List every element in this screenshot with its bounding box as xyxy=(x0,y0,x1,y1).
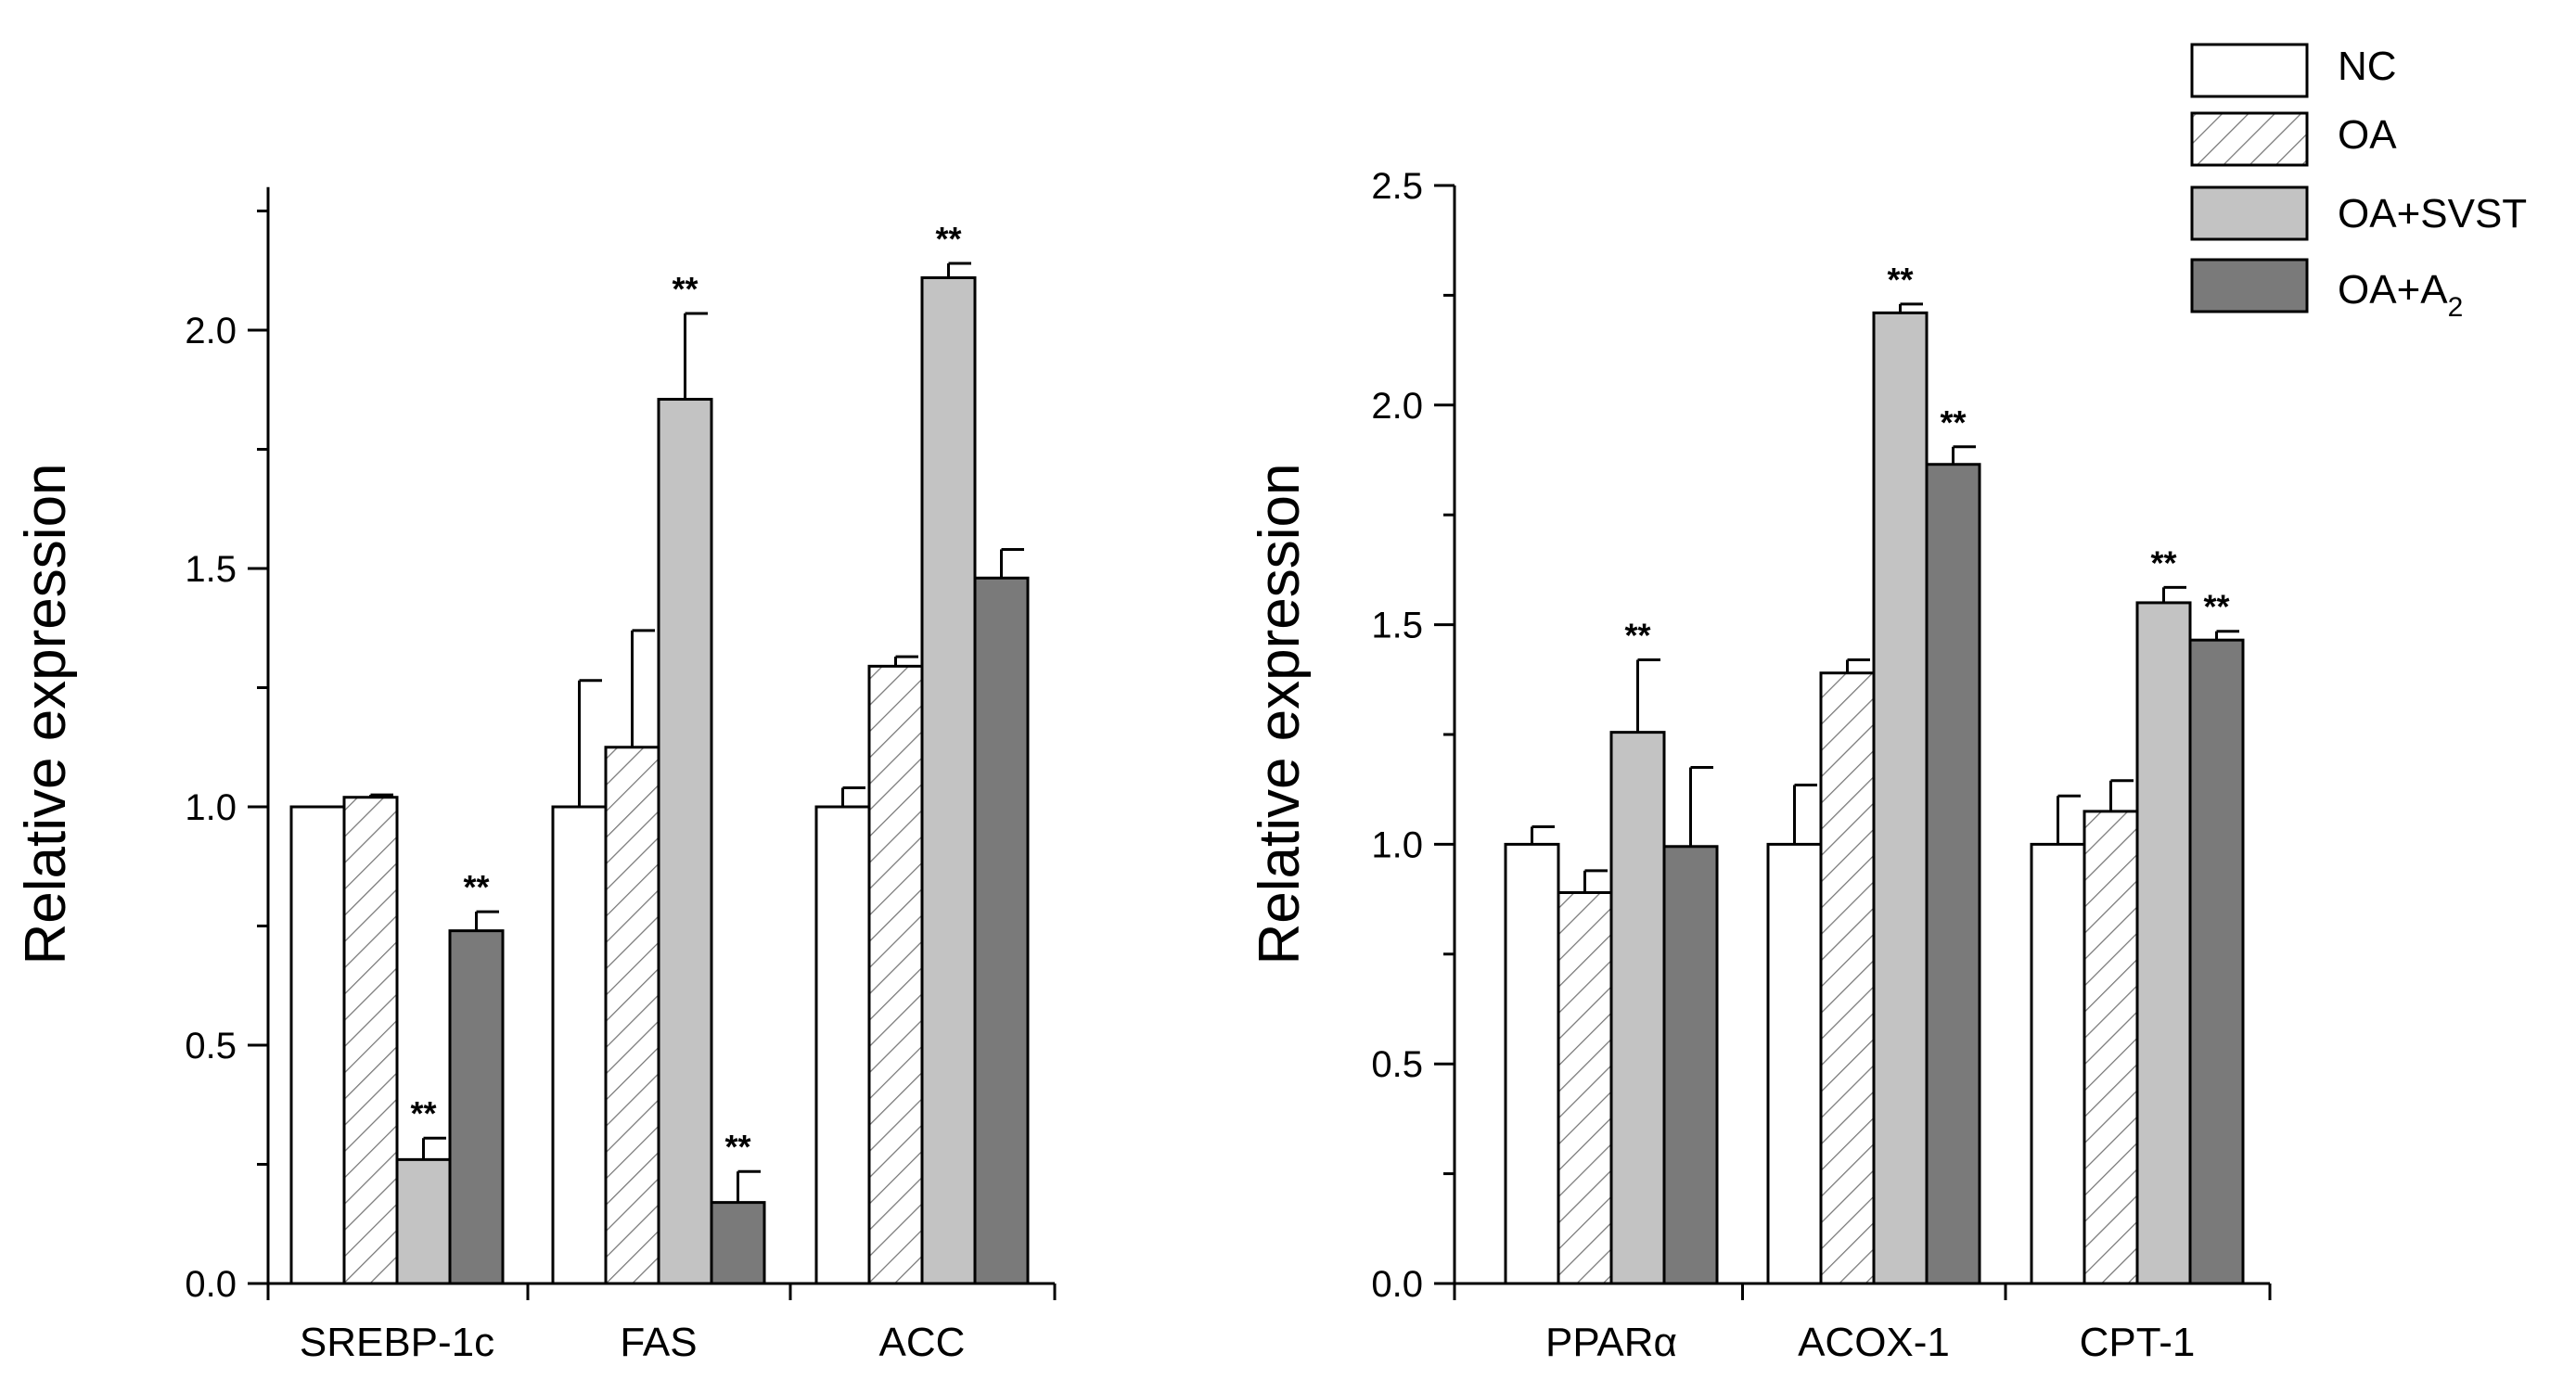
legend-subscript: 2 xyxy=(2448,292,2464,323)
bar-ppar-oa-svst xyxy=(1609,731,1666,1285)
bar-acc-oa-a2 xyxy=(973,576,1030,1285)
y-tick-label: 1.0 xyxy=(185,787,237,828)
y-tick-label: 0.5 xyxy=(1371,1044,1423,1085)
right-chart-panel: 0.0 0.5 1.0 1.5 2.0 2.5 Relative expression ** P… xyxy=(1248,166,2272,1365)
legend: NC OA OA+SVST OA+A2 xyxy=(2190,43,2527,323)
legend-item-oa: OA xyxy=(2190,111,2397,167)
bar-cpt-1-nc xyxy=(2030,842,2086,1285)
bar-acc-nc xyxy=(814,805,871,1285)
legend-item-oa-svst: OA+SVST xyxy=(2190,185,2527,241)
bar-acox-1-nc xyxy=(1766,842,1823,1285)
significance-mark: ** xyxy=(724,1128,750,1166)
y-tick-label: 2.0 xyxy=(185,311,237,351)
bar-ppar-nc xyxy=(1504,842,1560,1285)
significance-mark: ** xyxy=(463,868,489,906)
bar-acc-oa-svst xyxy=(920,275,977,1285)
legend-item-nc: NC xyxy=(2190,43,2397,98)
x-category-label: FAS xyxy=(620,1320,697,1365)
bar-srebp-1c-oa-a2 xyxy=(448,929,505,1285)
bar-cpt-1-oa-svst xyxy=(2135,601,2192,1285)
y-tick-label: 2.0 xyxy=(1371,386,1423,427)
legend-label-oa-svst: OA+SVST xyxy=(2338,191,2527,236)
y-tick-label: 0.0 xyxy=(1371,1264,1423,1305)
y-tick-label: 0.0 xyxy=(185,1264,237,1305)
x-category-label: ACOX-1 xyxy=(1798,1320,1950,1365)
bar-cpt-1-oa-a2 xyxy=(2188,638,2245,1285)
x-category-label: SREBP-1c xyxy=(300,1320,494,1365)
y-tick-label: 1.5 xyxy=(1371,606,1423,646)
legend-swatch-oa-svst xyxy=(2190,185,2309,241)
bar-cpt-1-oa xyxy=(2083,810,2139,1285)
bar-fas-oa-a2 xyxy=(710,1201,766,1285)
y-tick-label: 0.5 xyxy=(185,1026,237,1066)
significance-mark: ** xyxy=(2150,543,2176,581)
legend-label-oa-a2: OA+A2 xyxy=(2338,267,2463,323)
y-tick-label: 2.5 xyxy=(1371,166,1423,207)
significance-mark: ** xyxy=(935,220,961,258)
significance-mark: ** xyxy=(410,1094,436,1132)
bar-fas-oa-svst xyxy=(657,398,713,1285)
x-category-label: CPT-1 xyxy=(2080,1320,2196,1365)
left-chart-panel: 0.0 0.5 1.0 1.5 2.0 Relative expression ** ** SR… xyxy=(14,186,1057,1365)
y-tick-label: 1.0 xyxy=(1371,824,1423,865)
significance-mark: ** xyxy=(1940,403,1966,441)
bar-fas-nc xyxy=(551,805,608,1285)
bar-acc-oa xyxy=(867,664,924,1285)
bar-ppar-oa xyxy=(1557,890,1613,1285)
y-tick-label: 1.5 xyxy=(185,549,237,590)
legend-label-oa: OA xyxy=(2338,112,2397,158)
y-axis-label: Relative expression xyxy=(1248,463,1312,964)
bar-acox-1-oa-svst xyxy=(1872,311,1929,1285)
bar-ppar-oa-a2 xyxy=(1662,845,1719,1285)
x-category-label: ACC xyxy=(879,1320,966,1365)
significance-mark: ** xyxy=(672,270,698,308)
legend-swatch-oa xyxy=(2190,111,2309,167)
bar-srebp-1c-oa-svst xyxy=(395,1157,452,1285)
bar-acox-1-oa xyxy=(1819,671,1876,1285)
bar-srebp-1c-nc xyxy=(289,805,346,1285)
y-axis-label: Relative expression xyxy=(14,463,78,964)
significance-mark: ** xyxy=(2203,588,2229,626)
significance-mark: ** xyxy=(1887,261,1913,299)
legend-item-oa-a2: OA+A2 xyxy=(2190,258,2463,323)
significance-mark: ** xyxy=(1624,616,1650,654)
legend-swatch-nc xyxy=(2190,43,2309,98)
x-category-label: PPARα xyxy=(1545,1320,1677,1365)
bar-acox-1-oa-a2 xyxy=(1925,463,1981,1285)
bar-fas-oa xyxy=(604,746,660,1285)
bar-srebp-1c-oa xyxy=(342,796,399,1285)
legend-label-nc: NC xyxy=(2338,44,2397,89)
legend-swatch-oa-a2 xyxy=(2190,258,2309,313)
